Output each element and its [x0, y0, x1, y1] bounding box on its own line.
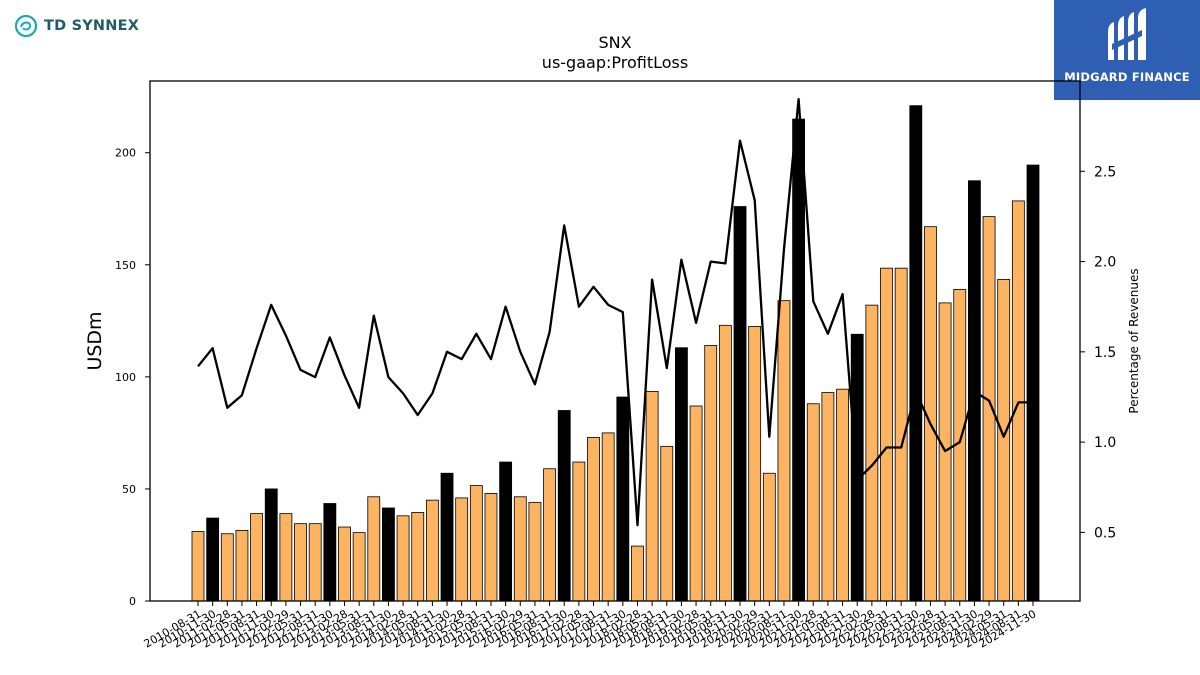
bar-2013-11-30 [382, 507, 395, 602]
x-axis-ticks: 2010-08-312010-11-302011-02-282011-05-31… [142, 601, 1039, 651]
bar-2020-02-29 [748, 326, 762, 602]
bar-2022-11-30 [909, 105, 923, 602]
y-tick-label: 0 [129, 595, 136, 608]
y-tick-label: 200 [115, 147, 136, 160]
bar-2019-05-31 [704, 345, 718, 602]
bar-2020-05-31 [762, 472, 776, 602]
bar-2019-11-30 [733, 206, 747, 602]
bar-2016-11-30 [557, 410, 571, 602]
y2-tick-label: 2.0 [1094, 255, 1116, 271]
midgard-m-icon [1108, 8, 1146, 60]
bar-2016-08-31 [543, 468, 556, 602]
bar-2011-02-28 [220, 533, 234, 602]
bar-2013-08-31 [367, 496, 381, 602]
bar-2020-08-31 [777, 300, 791, 602]
bar-2014-11-30 [440, 472, 454, 602]
bar-2018-02-28 [631, 545, 644, 602]
midgard-finance-logo-text: MIDGARD FINANCE [1064, 70, 1190, 84]
bar-2012-02-29 [279, 513, 293, 602]
bar-2010-11-30 [206, 517, 220, 602]
bar-2014-02-28 [396, 515, 410, 602]
y-axis-label: USDm [84, 311, 106, 370]
bar-2019-02-28 [689, 405, 703, 602]
chart-subtitle: us-gaap:ProfitLoss [542, 53, 688, 72]
bar-2015-05-31 [469, 485, 483, 602]
td-synnex-logo-text: TD SYNNEX [44, 18, 140, 34]
bar-2016-02-29 [513, 496, 527, 602]
bar-2012-11-30 [323, 503, 337, 602]
bar-2013-02-28 [338, 526, 351, 602]
y2-axis-ticks: 0.5 1.0 1.5 2.0 2.5 [1080, 164, 1116, 541]
y2-tick-label: 0.5 [1094, 525, 1116, 541]
y-tick-label: 150 [115, 259, 136, 272]
bar-2024-08-31 [1011, 200, 1025, 602]
bar-2012-05-31 [294, 523, 307, 602]
percentage-of-revenues-line [197, 97, 1033, 527]
bar-2024-05-31 [997, 278, 1011, 602]
bar-2015-02-28 [455, 497, 469, 602]
line-layer [197, 97, 1033, 527]
bar-2016-05-31 [528, 501, 542, 602]
bar-2010-08-31 [191, 531, 205, 602]
y2-axis-label: Percentage of Revenues [1127, 268, 1141, 413]
bar-2014-08-31 [425, 499, 439, 602]
bar-2015-11-30 [499, 461, 513, 602]
bar-2020-11-30 [792, 118, 806, 602]
bar-2024-11-30 [1026, 164, 1040, 602]
y2-tick-label: 1.5 [1094, 345, 1116, 361]
bar-2017-05-31 [587, 436, 600, 602]
y-tick-label: 100 [115, 371, 136, 384]
bar-2013-05-31 [352, 532, 366, 602]
bar-2014-05-31 [411, 512, 425, 602]
bar-2022-02-28 [865, 304, 879, 602]
bar-2011-11-30 [264, 488, 278, 602]
chart-title: SNX [598, 33, 631, 52]
bar-2021-08-31 [836, 388, 849, 602]
bar-2017-02-28 [572, 461, 586, 602]
y2-tick-label: 1.0 [1094, 435, 1116, 451]
bar-2022-05-31 [880, 267, 893, 602]
bar-2015-08-31 [484, 493, 498, 602]
bars-layer [191, 105, 1040, 602]
td-synnex-swirl-icon [14, 14, 38, 38]
y-tick-label: 50 [122, 483, 136, 496]
bar-2019-08-31 [718, 324, 732, 602]
bar-2018-08-31 [660, 445, 674, 602]
y-axis-ticks: 0 50 100 150 200 [115, 147, 150, 608]
bar-2011-05-31 [235, 529, 249, 602]
bar-2018-05-31 [645, 391, 659, 602]
bar-2012-08-31 [308, 523, 322, 602]
td-synnex-logo: TD SYNNEX [14, 14, 139, 38]
bar-2017-08-31 [601, 432, 615, 602]
bar-2018-11-30 [675, 347, 688, 602]
bar-2021-05-31 [821, 392, 835, 602]
y2-tick-label: 2.5 [1094, 164, 1116, 180]
bar-2021-02-28 [806, 403, 820, 602]
midgard-finance-logo: MIDGARD FINANCE [1054, 0, 1200, 100]
bar-2011-08-31 [250, 513, 264, 602]
bar-2017-11-30 [616, 396, 630, 602]
plot-frame [149, 80, 1081, 602]
